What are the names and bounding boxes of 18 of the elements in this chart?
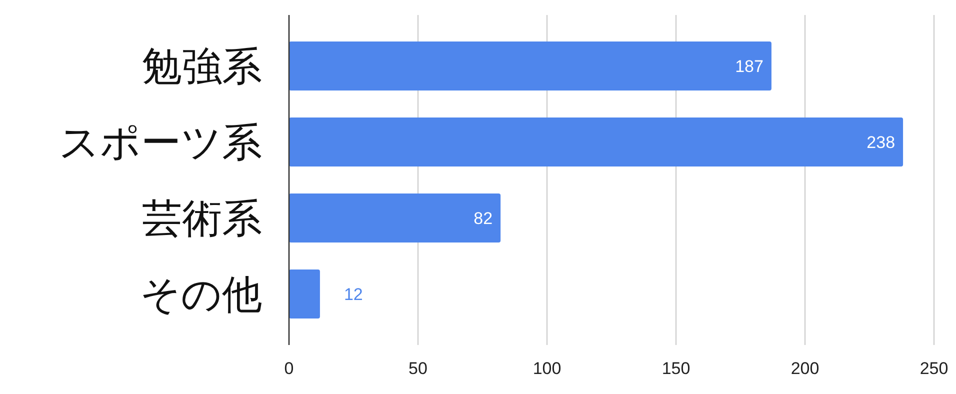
x-tick-label: 0 xyxy=(284,359,294,378)
y-tick-label: その他 xyxy=(140,273,262,317)
x-tick-label: 150 xyxy=(662,359,690,378)
x-tick-label: 50 xyxy=(408,359,428,378)
data-label: 238 xyxy=(866,133,896,152)
x-tick-label: 200 xyxy=(790,359,820,378)
bar xyxy=(289,269,320,319)
x-tick-label: 100 xyxy=(532,359,562,378)
data-label: 82 xyxy=(474,209,493,228)
bar xyxy=(289,41,772,91)
y-tick-label: 勉強系 xyxy=(142,45,262,89)
y-tick-label: スポーツ系 xyxy=(59,121,262,165)
data-label: 12 xyxy=(344,285,363,304)
x-tick-label: 250 xyxy=(920,359,948,378)
bar xyxy=(289,117,904,167)
data-label: 187 xyxy=(735,57,764,76)
y-tick-label: 芸術系 xyxy=(142,197,262,241)
bar xyxy=(289,193,501,243)
